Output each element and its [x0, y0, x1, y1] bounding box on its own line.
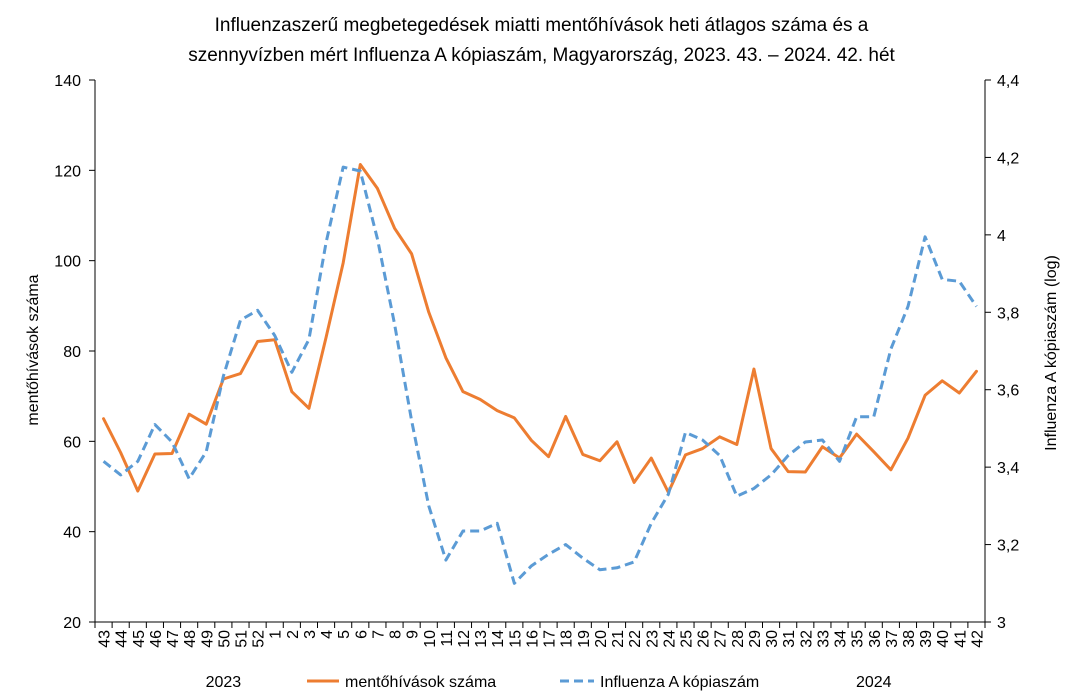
legend: mentőhívások száma Influenza A kópiaszám	[307, 674, 759, 691]
x-tick-label: 49	[199, 630, 216, 648]
x-tick-label: 48	[182, 630, 199, 648]
year-labels: 2023 2024	[206, 674, 892, 691]
x-tick-label: 41	[952, 630, 969, 648]
right-tick-label: 4,2	[997, 150, 1019, 167]
x-tick-label: 44	[114, 630, 131, 648]
x-tick-label: 36	[867, 630, 884, 648]
x-tick-label: 8	[388, 630, 405, 639]
left-y-axis-ticks: 20 40 60 80 100 120 140	[54, 73, 95, 632]
x-tick-label: 1	[268, 630, 285, 639]
left-tick-label: 140	[54, 73, 81, 90]
x-tick-label: 5	[336, 630, 353, 639]
x-tick-label: 40	[935, 630, 952, 648]
chart-title-line-1: Influenzaszerű megbetegedések miatti men…	[215, 15, 869, 36]
x-tick-label: 38	[901, 630, 918, 648]
x-tick-label: 35	[850, 630, 867, 648]
year-label: 2023	[206, 674, 242, 691]
x-tick-label: 31	[781, 630, 798, 648]
x-tick-label: 2	[285, 630, 302, 639]
x-tick-label: 3	[302, 630, 319, 639]
left-y-axis-title: mentőhívások száma	[25, 274, 42, 425]
x-tick-label: 28	[730, 630, 747, 648]
x-tick-label: 43	[97, 630, 114, 648]
x-tick-label: 16	[524, 630, 541, 648]
x-tick-label: 47	[165, 630, 182, 648]
right-y-axis-title: Influenza A kópiaszám (log)	[1043, 255, 1060, 451]
year-label: 2024	[856, 674, 892, 691]
x-tick-label: 52	[251, 630, 268, 648]
x-tick-label: 10	[422, 630, 439, 648]
x-tick-label: 18	[559, 630, 576, 648]
x-tick-label: 4	[319, 630, 336, 639]
x-tick-label: 34	[833, 630, 850, 648]
series-layer	[102, 162, 978, 585]
right-tick-label: 3,6	[997, 383, 1019, 400]
x-tick-label: 19	[576, 630, 593, 648]
right-tick-label: 3	[997, 615, 1006, 632]
x-tick-label: 37	[884, 630, 901, 648]
right-tick-label: 4	[997, 228, 1006, 245]
x-axis-ticks: 43 44 45 46 47 48 49 50 51 52 1 2 3 4 5 6 7 8 9 10 11 12 13 14 1…	[94, 622, 986, 648]
right-tick-label: 3,2	[997, 538, 1019, 555]
x-tick-label: 11	[439, 630, 456, 647]
x-tick-label: 7	[370, 630, 387, 639]
x-tick-label: 29	[747, 630, 764, 648]
x-tick-label: 30	[764, 630, 781, 648]
right-y-axis-ticks: 3 3,2 3,4 3,6 3,8 4 4,2 4,4	[985, 73, 1019, 632]
x-tick-label: 50	[216, 630, 233, 648]
x-tick-label: 17	[542, 630, 559, 648]
x-tick-label: 45	[131, 630, 148, 648]
x-tick-label: 24	[661, 630, 678, 648]
x-tick-label: 20	[593, 630, 610, 648]
x-tick-label: 13	[473, 630, 490, 648]
x-tick-label: 39	[918, 630, 935, 648]
left-tick-label: 120	[54, 163, 81, 180]
left-tick-label: 80	[63, 344, 81, 361]
left-tick-label: 20	[63, 615, 81, 632]
left-tick-label: 100	[54, 254, 81, 271]
x-tick-label: 25	[678, 630, 695, 648]
x-tick-label: 22	[627, 630, 644, 648]
legend-label-influenza-a: Influenza A kópiaszám	[600, 674, 759, 691]
left-tick-label: 40	[63, 525, 81, 542]
x-tick-label: 51	[233, 630, 250, 648]
x-tick-label: 26	[696, 630, 713, 648]
right-tick-label: 4,4	[997, 73, 1019, 90]
x-tick-label: 32	[798, 630, 815, 648]
x-tick-label: 46	[148, 630, 165, 648]
x-tick-label: 9	[405, 630, 422, 639]
x-tick-label: 23	[644, 630, 661, 648]
right-tick-label: 3,8	[997, 305, 1019, 322]
chart-title-line-2: szennyvízben mért Influenza A kópiaszám,…	[188, 45, 895, 66]
x-tick-label: 21	[610, 630, 627, 648]
x-tick-label: 14	[490, 630, 507, 648]
x-tick-label: 27	[713, 630, 730, 648]
x-tick-label: 33	[815, 630, 832, 648]
legend-label-mentohivasok: mentőhívások száma	[345, 674, 496, 691]
right-tick-label: 3,4	[997, 460, 1019, 477]
x-tick-label: 15	[507, 630, 524, 648]
series-line-influenza-a	[102, 165, 978, 585]
x-tick-label: 12	[456, 630, 473, 648]
x-tick-label: 42	[969, 630, 986, 648]
x-tick-label: 6	[353, 630, 370, 639]
left-tick-label: 60	[63, 434, 81, 451]
